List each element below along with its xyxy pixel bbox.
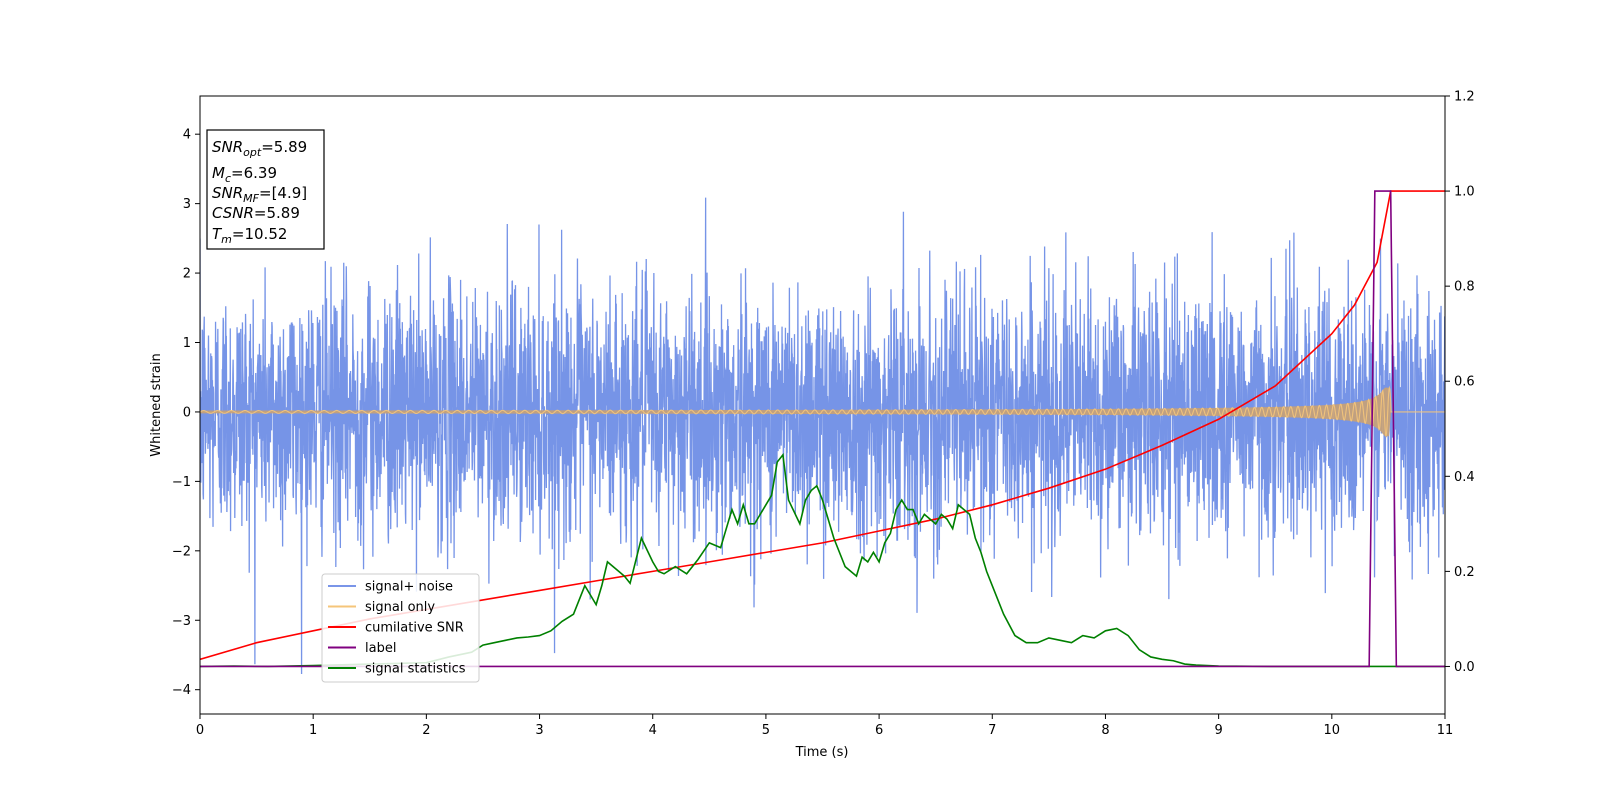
annotation-line: SNRMF=[4.9] — [212, 184, 307, 205]
x-tick-label: 9 — [1214, 723, 1222, 738]
y2-tick-label: 0.0 — [1454, 660, 1475, 675]
y2-tick-label: 0.6 — [1454, 375, 1475, 390]
y-tick-label: 2 — [183, 267, 191, 282]
annotation-line: SNRopt=5.89 — [212, 138, 307, 159]
x-tick-label: 5 — [762, 723, 770, 738]
x-tick-label: 0 — [196, 723, 204, 738]
y-tick-label: 1 — [183, 336, 191, 351]
series-signal-only-line — [200, 385, 1445, 439]
legend: signal+ noise signal only cumilative SNR la… — [321, 573, 480, 683]
y2-tick-label: 1.2 — [1454, 90, 1475, 105]
legend-entry: label — [365, 641, 396, 656]
y-tick-label: −2 — [172, 544, 191, 559]
x-tick-label: 10 — [1324, 723, 1341, 738]
y2-tick-label: 1.0 — [1454, 185, 1475, 200]
legend-entry: cumilative SNR — [365, 621, 464, 636]
legend-frame — [321, 573, 480, 683]
annotation-line: Mc=6.39 — [212, 164, 277, 185]
y2-tick-label: 0.8 — [1454, 280, 1475, 295]
annotation-line: Tm=10.52 — [212, 225, 287, 246]
x-axis-label: Time (s) — [795, 745, 849, 760]
y-tick-label: −1 — [172, 475, 191, 490]
x-tick-label: 1 — [309, 723, 317, 738]
legend-entry: signal statistics — [365, 662, 466, 677]
annotation-line: CSNR=5.89 — [212, 204, 300, 222]
series-signal-statistics-line — [200, 452, 1445, 668]
y2-tick-label: 0.4 — [1454, 470, 1475, 485]
x-tick-label: 8 — [1101, 723, 1109, 738]
x-tick-label: 6 — [875, 723, 883, 738]
series-label-line — [200, 190, 1445, 668]
y-tick-label: −4 — [172, 683, 191, 698]
axes: 0 1 2 3 4 5 6 7 8 9 10 11 −4 −3 −2 −1 0 1 2 3 4 0.0 0.2 0.4 0.6 0… — [172, 90, 1475, 739]
annotation-frame — [206, 129, 325, 250]
x-tick-label: 7 — [988, 723, 996, 738]
legend-entry: signal+ noise — [365, 580, 453, 595]
y-tick-label: −3 — [172, 614, 191, 629]
x-tick-label: 2 — [422, 723, 430, 738]
axes-frame — [199, 95, 1446, 715]
legend-entry: signal only — [365, 600, 435, 615]
series-signal-only-envelope — [200, 387, 1445, 437]
y2-tick-label: 0.2 — [1454, 565, 1475, 580]
x-tick-label: 3 — [535, 723, 543, 738]
x-tick-label: 4 — [649, 723, 657, 738]
y-tick-label: 4 — [183, 128, 191, 143]
y-tick-label: 3 — [183, 197, 191, 212]
y-axis-label: Whitened strain — [149, 353, 164, 456]
y-tick-label: 0 — [183, 405, 191, 420]
x-tick-label: 11 — [1437, 723, 1454, 738]
